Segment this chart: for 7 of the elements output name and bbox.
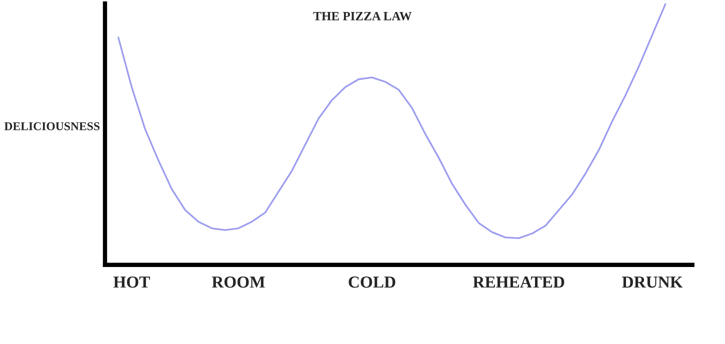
text: THE PIZZA LAW bbox=[313, 12, 412, 20]
y-axis-title: DELICIOUSNESS bbox=[4, 122, 100, 130]
x-tick-label: HOT bbox=[113, 276, 150, 288]
x-tick-label: ROOM bbox=[212, 276, 265, 288]
x-tick-label: DRUNK bbox=[622, 276, 683, 288]
x-tick-label: REHEATED bbox=[472, 276, 564, 288]
x-tick-label: COLD bbox=[348, 276, 396, 288]
